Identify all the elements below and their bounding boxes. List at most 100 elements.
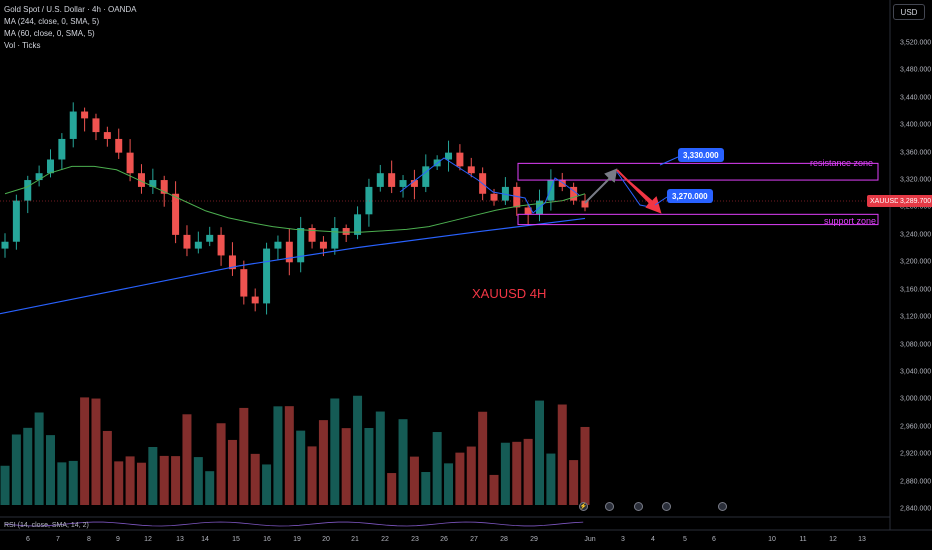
x-tick-label: 21 xyxy=(351,536,359,543)
symbol-title[interactable]: Gold Spot / U.S. Dollar · 4h · OANDA xyxy=(4,5,137,14)
candle-body xyxy=(92,118,100,133)
ma244-legend[interactable]: MA (244, close, 0, SMA, 5) xyxy=(4,17,100,26)
symbol-badge: XAUUSD xyxy=(867,195,903,207)
volume-bar xyxy=(136,462,146,505)
candle-body xyxy=(69,111,77,139)
volume-bar xyxy=(148,446,158,505)
x-tick-label: 5 xyxy=(683,536,687,543)
resistance-zone xyxy=(517,162,879,181)
volume-bar xyxy=(227,439,237,505)
volume-bar xyxy=(125,456,135,505)
us-flag-event-icon[interactable] xyxy=(662,502,671,511)
volume-bar xyxy=(353,395,363,505)
candle-body xyxy=(376,173,384,187)
volume-bar xyxy=(580,426,590,505)
volume-bar xyxy=(11,434,21,505)
candle-body xyxy=(581,200,589,208)
us-flag-event-icon[interactable] xyxy=(605,502,614,511)
x-tick-label: 6 xyxy=(26,536,30,543)
x-tick-label: 10 xyxy=(768,536,776,543)
volume-bar xyxy=(57,462,67,505)
rsi-legend[interactable]: RSI (14, close, SMA, 14, 2) xyxy=(4,522,89,529)
volume-bar xyxy=(444,463,454,505)
y-tick-label: 3,360.000 xyxy=(900,149,932,157)
candle-body xyxy=(1,241,9,249)
y-tick-label: 2,920.000 xyxy=(900,450,932,458)
y-tick-label: 3,000.000 xyxy=(900,395,932,403)
volume-bar xyxy=(296,430,306,505)
candle-body xyxy=(388,173,396,187)
volume-bar xyxy=(500,442,510,505)
candle-body xyxy=(513,186,521,208)
x-tick-label: 27 xyxy=(470,536,478,543)
us-flag-event-icon[interactable] xyxy=(718,502,727,511)
y-tick-label: 3,080.000 xyxy=(900,341,932,349)
target-high-callout: 3,330.000 xyxy=(678,148,724,162)
volume-bar xyxy=(364,428,374,505)
volume-bar xyxy=(318,420,328,505)
x-tick-label: 23 xyxy=(411,536,419,543)
ma60-legend[interactable]: MA (60, close, 0, SMA, 5) xyxy=(4,29,95,38)
x-tick-label: 7 xyxy=(56,536,60,543)
candle-body xyxy=(160,180,168,194)
currency-button[interactable]: USD xyxy=(893,4,925,20)
candle-body xyxy=(422,166,430,187)
volume-bar xyxy=(557,404,567,505)
y-tick-label: 2,880.000 xyxy=(900,478,932,486)
candle-body xyxy=(194,241,202,249)
up-arrow xyxy=(584,168,618,204)
candle-body xyxy=(240,269,248,297)
volume-bar xyxy=(489,474,499,505)
rsi-line xyxy=(4,521,584,527)
y-tick-label: 2,840.000 xyxy=(900,505,932,513)
candle-body xyxy=(399,180,407,187)
wave-path xyxy=(399,157,580,214)
us-flag-event-icon[interactable] xyxy=(634,502,643,511)
volume-legend[interactable]: Vol · Ticks xyxy=(4,41,41,50)
x-tick-label: 12 xyxy=(829,536,837,543)
candle-body xyxy=(319,241,327,249)
callout-connector xyxy=(654,196,668,206)
volume-bar xyxy=(387,473,397,505)
y-tick-label: 3,040.000 xyxy=(900,368,932,376)
candle-body xyxy=(308,228,316,242)
volume-bar xyxy=(216,423,226,505)
candle-body xyxy=(35,173,43,181)
volume-bar xyxy=(375,411,385,505)
candle-body xyxy=(524,207,532,215)
volume-bar xyxy=(546,453,556,505)
volume-bar xyxy=(80,397,90,505)
candle-body xyxy=(490,193,498,201)
y-tick-label: 3,200.000 xyxy=(900,258,932,266)
x-tick-label: 13 xyxy=(176,536,184,543)
volume-bar xyxy=(34,412,44,505)
volume-bar xyxy=(102,430,112,505)
volume-bar xyxy=(421,472,431,505)
volume-bar xyxy=(466,446,476,505)
x-tick-label: 3 xyxy=(621,536,625,543)
candle-body xyxy=(103,132,111,139)
volume-bar xyxy=(409,456,419,505)
volume-bar xyxy=(262,464,272,505)
volume-bar xyxy=(182,414,192,505)
x-tick-label: 29 xyxy=(530,536,538,543)
x-tick-label: 11 xyxy=(799,536,807,543)
candle-body xyxy=(285,241,293,263)
lightning-event-icon[interactable]: ⚡ xyxy=(579,502,588,511)
candle-body xyxy=(126,152,134,174)
candle-body xyxy=(137,173,145,187)
support-zone-label: support zone xyxy=(824,216,877,226)
volume-bar xyxy=(68,460,78,505)
candle-body xyxy=(58,138,66,160)
volume-bar xyxy=(159,455,169,505)
volume-bar xyxy=(307,446,317,505)
x-tick-label: 12 xyxy=(144,536,152,543)
volume-bar xyxy=(523,438,533,505)
volume-bar xyxy=(171,456,181,505)
volume-bar xyxy=(535,400,545,505)
x-tick-label: 9 xyxy=(116,536,120,543)
y-tick-label: 3,440.000 xyxy=(900,94,932,102)
volume-bar xyxy=(250,453,260,505)
volume-bar xyxy=(273,406,283,505)
